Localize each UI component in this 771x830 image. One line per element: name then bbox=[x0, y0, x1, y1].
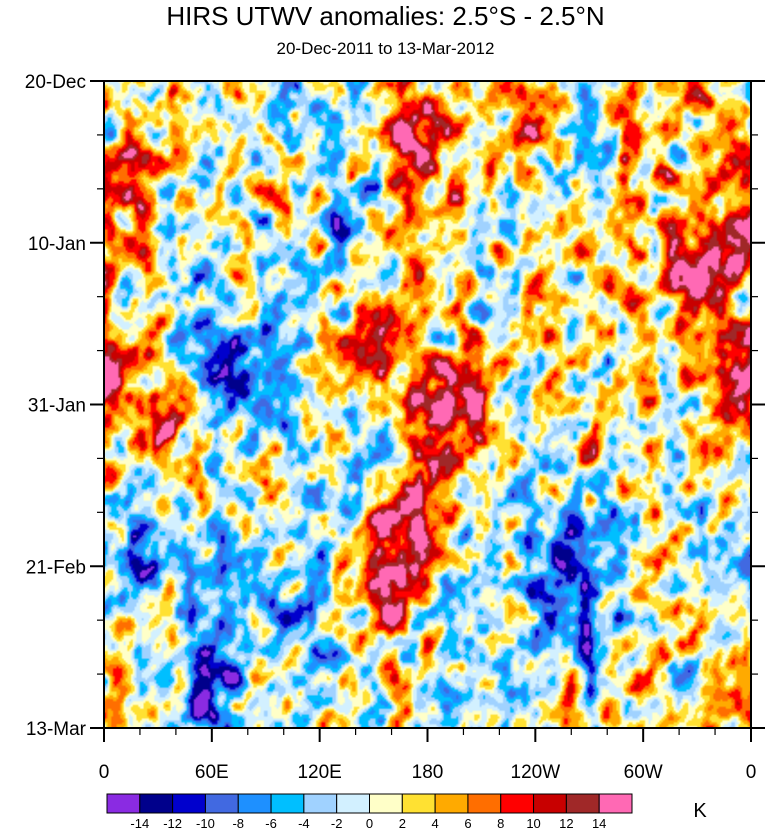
x-tick-label: 60E bbox=[195, 762, 229, 783]
colorbar-swatch bbox=[139, 793, 174, 814]
colorbar-tick-label: 6 bbox=[464, 816, 471, 830]
colorbar: -14 -12 -10 -8 -6 -4 -2 0 2 4 6 8 10 12 14 bbox=[106, 793, 633, 830]
colorbar-swatch bbox=[533, 793, 567, 814]
heatmap-field bbox=[104, 81, 751, 728]
colorbar-swatch bbox=[598, 793, 633, 814]
colorbar-tick-label: -4 bbox=[298, 816, 310, 830]
colorbar-swatch bbox=[565, 793, 600, 814]
chart-subtitle: 20-Dec-2011 to 13-Mar-2012 bbox=[276, 39, 495, 58]
colorbar-tick-label: 12 bbox=[559, 816, 573, 830]
y-tick-label: 10-Jan bbox=[28, 234, 86, 255]
colorbar-swatch bbox=[204, 793, 239, 814]
colorbar-swatch bbox=[434, 793, 469, 814]
colorbar-tick-label: -12 bbox=[163, 816, 182, 830]
x-tick-label: 0 bbox=[746, 762, 757, 783]
x-tick-label: 120W bbox=[511, 762, 561, 783]
colorbar-tick-label: -8 bbox=[232, 816, 244, 830]
colorbar-tick-label: 14 bbox=[592, 816, 606, 830]
colorbar-swatch bbox=[369, 793, 403, 814]
colorbar-unit-label: K bbox=[693, 800, 707, 822]
x-tick-label: 120E bbox=[297, 762, 341, 783]
colorbar-swatch bbox=[237, 793, 272, 814]
colorbar-tick-label: -2 bbox=[331, 816, 343, 830]
colorbar-tick-label: 8 bbox=[497, 816, 504, 830]
colorbar-swatch bbox=[270, 793, 305, 814]
colorbar-swatch bbox=[336, 793, 370, 814]
y-tick-label: 20-Dec bbox=[25, 72, 86, 93]
x-axis: 0 60E 120E 180 120W 60W 0 bbox=[99, 728, 757, 783]
plot-area bbox=[103, 80, 752, 729]
x-tick-label: 0 bbox=[99, 762, 110, 783]
x-tick-label: 180 bbox=[412, 762, 444, 783]
colorbar-swatch bbox=[401, 793, 436, 814]
colorbar-tick-label: -6 bbox=[265, 816, 277, 830]
y-axis: 20-Dec 10-Jan 31-Jan 21-Feb 13-Mar bbox=[25, 72, 765, 740]
y-tick-label: 13-Mar bbox=[26, 719, 87, 740]
colorbar-tick-label: -14 bbox=[130, 816, 149, 830]
colorbar-tick-label: -10 bbox=[196, 816, 215, 830]
colorbar-swatch bbox=[500, 793, 535, 814]
y-tick-label: 21-Feb bbox=[26, 557, 86, 578]
colorbar-tick-label: 2 bbox=[399, 816, 406, 830]
y-tick-label: 31-Jan bbox=[28, 396, 86, 417]
colorbar-tick-label: 4 bbox=[432, 816, 439, 830]
x-tick-label: 60W bbox=[624, 762, 663, 783]
colorbar-tick-label: 10 bbox=[526, 816, 540, 830]
colorbar-tick-label: 0 bbox=[366, 816, 373, 830]
chart-title: HIRS UTWV anomalies: 2.5°S - 2.5°N bbox=[166, 1, 605, 31]
colorbar-swatch bbox=[172, 793, 206, 814]
colorbar-swatch bbox=[303, 793, 338, 814]
colorbar-swatch bbox=[106, 793, 141, 814]
colorbar-swatch bbox=[467, 793, 502, 814]
